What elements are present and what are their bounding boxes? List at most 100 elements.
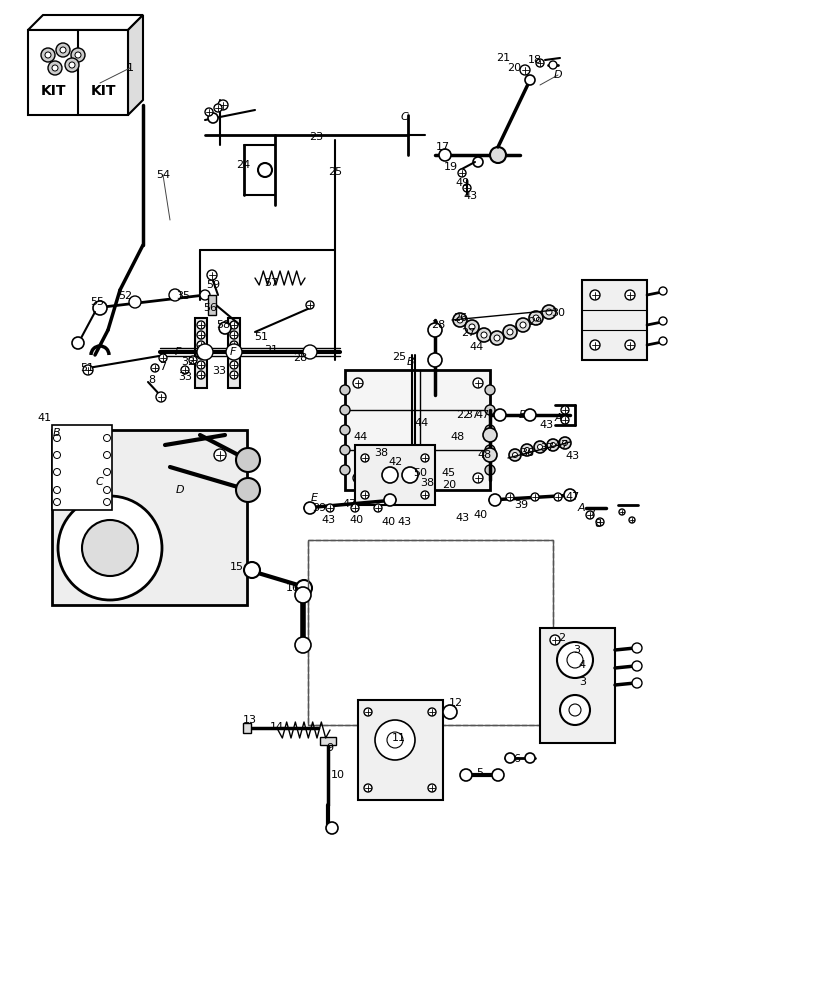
Circle shape [353,378,363,388]
Circle shape [483,448,497,462]
Circle shape [439,149,451,161]
Bar [208,295,216,315]
Text: 22: 22 [456,410,470,420]
Text: 47: 47 [565,492,580,502]
Text: 39: 39 [312,503,326,513]
Circle shape [104,498,110,506]
Circle shape [197,351,205,359]
Circle shape [463,184,471,192]
Circle shape [382,467,398,483]
Bar [320,737,336,745]
Circle shape [200,290,210,300]
Circle shape [453,313,467,327]
Circle shape [531,493,539,501]
Circle shape [421,454,429,462]
Circle shape [567,652,583,668]
Text: 43: 43 [565,451,579,461]
Circle shape [353,473,363,483]
Text: 44: 44 [470,342,484,352]
Circle shape [485,385,495,395]
Text: 43: 43 [397,517,411,527]
Circle shape [82,520,138,576]
Circle shape [387,732,403,748]
Circle shape [156,392,166,402]
Circle shape [525,753,535,763]
Circle shape [197,371,205,379]
Circle shape [590,290,600,300]
Text: 41: 41 [37,413,51,423]
Circle shape [45,52,51,58]
Bar [358,700,443,800]
Circle shape [236,478,260,502]
Circle shape [197,331,205,339]
Circle shape [485,425,495,435]
Circle shape [384,494,396,506]
Text: C: C [95,477,103,487]
Text: KIT: KIT [40,84,66,98]
Text: 8: 8 [149,375,156,385]
Text: 4: 4 [579,660,586,670]
Text: 55: 55 [90,297,104,307]
Text: 54: 54 [156,170,170,180]
Circle shape [520,65,530,75]
Bar [308,540,553,725]
Circle shape [207,270,217,280]
Text: 8: 8 [594,519,601,529]
Circle shape [525,448,530,452]
Circle shape [295,637,311,653]
Text: 33: 33 [178,372,192,382]
Circle shape [230,371,238,379]
Circle shape [428,323,442,337]
Circle shape [506,493,514,501]
Circle shape [69,62,75,68]
Circle shape [54,498,60,506]
Text: 47: 47 [476,410,490,420]
Circle shape [465,320,479,334]
Text: 28: 28 [293,353,307,363]
Text: 47: 47 [343,499,357,509]
Circle shape [562,440,567,446]
Text: F: F [230,347,236,357]
Circle shape [219,322,231,334]
Text: 57: 57 [264,278,278,288]
Circle shape [560,695,590,725]
Circle shape [197,361,205,369]
Bar [243,723,251,733]
Circle shape [586,511,594,519]
Bar [52,425,112,510]
Bar [195,318,207,388]
Circle shape [54,487,60,493]
Circle shape [632,661,642,671]
Circle shape [457,317,463,323]
Circle shape [485,465,495,475]
Circle shape [361,491,369,499]
Bar [228,318,240,388]
Circle shape [538,444,543,450]
Text: 11: 11 [392,733,406,743]
Circle shape [52,65,58,71]
Circle shape [340,385,350,395]
Circle shape [625,340,635,350]
Text: 1: 1 [126,63,134,73]
Circle shape [197,344,213,360]
Text: 20: 20 [442,480,456,490]
Circle shape [561,416,569,424]
Text: 5: 5 [477,768,484,778]
Text: KIT: KIT [91,84,116,98]
Circle shape [483,428,497,442]
Circle shape [659,317,667,325]
Bar [582,280,647,360]
Circle shape [306,301,314,309]
Circle shape [230,341,238,349]
Circle shape [75,52,81,58]
Circle shape [189,356,197,364]
Circle shape [230,331,238,339]
Text: 6: 6 [513,754,521,764]
Circle shape [428,708,436,716]
Text: 37: 37 [465,410,479,420]
Circle shape [521,444,533,456]
Circle shape [458,169,466,177]
Text: 56: 56 [203,303,217,313]
Circle shape [169,289,181,301]
Circle shape [72,337,84,349]
